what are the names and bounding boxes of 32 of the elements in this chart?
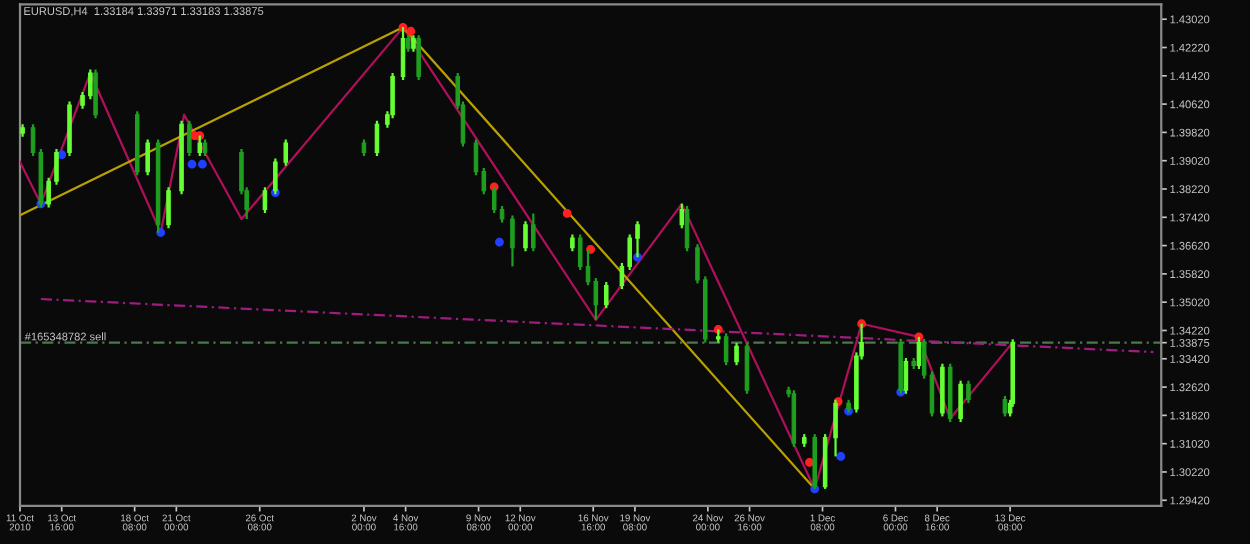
candlestick [679,202,685,230]
candlestick [958,379,963,424]
candlestick [88,68,93,101]
point [836,452,846,461]
candlestick [187,119,192,158]
candlestick [390,71,395,120]
point [187,159,197,169]
candlestick [531,212,536,253]
candlestick [734,341,739,367]
candlestick [523,220,528,253]
candlestick [510,214,515,268]
point [198,159,207,169]
candlestick [262,186,268,215]
point [495,237,504,247]
candlestick [635,220,640,259]
candlestick [67,100,72,158]
point [406,26,416,36]
candlestick [1002,394,1008,418]
point [562,209,572,218]
candlestick [145,138,150,177]
candlestick [93,68,98,120]
point [156,228,166,237]
candlestick [903,356,909,395]
candlestick [723,332,729,367]
candlestick [940,362,945,418]
candlestick [603,280,609,310]
candlestick [283,138,289,167]
candlestick [166,186,171,230]
candlestick [491,185,497,215]
candlestick [197,134,203,158]
candlestick [966,379,971,405]
candlestick [416,34,421,82]
